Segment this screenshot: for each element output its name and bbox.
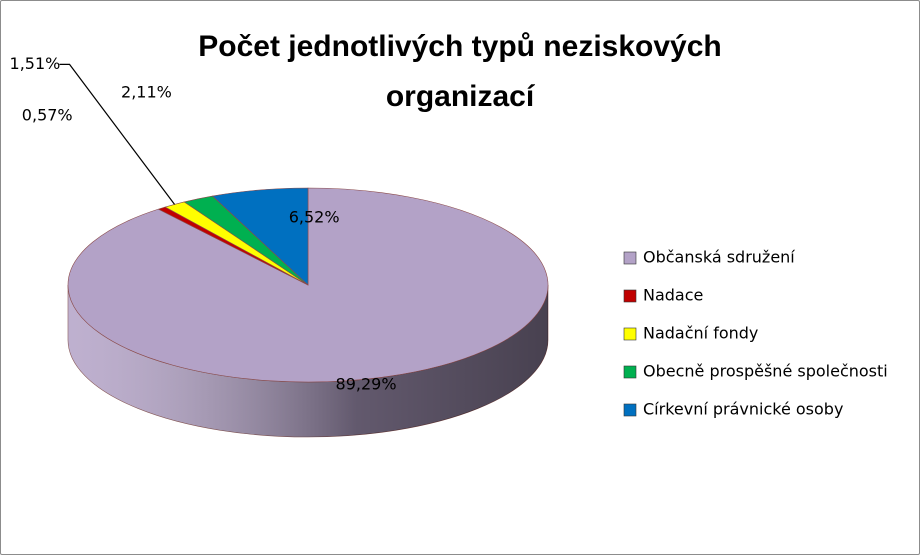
legend-label: Nadační fondy xyxy=(643,324,758,343)
slice xyxy=(211,187,309,286)
legend-label: Církevní právnické osoby xyxy=(643,400,843,419)
data-label: 1,51% xyxy=(10,54,61,73)
legend-swatch xyxy=(623,365,637,379)
legend-swatch xyxy=(623,251,637,265)
legend-label: Obecně prospěšné společnosti xyxy=(643,362,888,381)
legend-swatch xyxy=(623,327,637,341)
chart-title: Počet jednotlivých typů neziskových orga… xyxy=(198,30,722,113)
data-label: 6,52% xyxy=(289,208,340,227)
data-label: 89,29% xyxy=(336,374,397,393)
data-label: 0,57% xyxy=(22,106,73,125)
slice-side-shade xyxy=(68,285,548,437)
legend-label: Nadace xyxy=(643,286,703,305)
legend-swatch xyxy=(623,403,637,417)
legend-swatch xyxy=(623,289,637,303)
leader-line xyxy=(59,63,176,205)
data-label: 2,11% xyxy=(121,82,172,101)
legend-label: Občanská sdružení xyxy=(643,248,795,267)
